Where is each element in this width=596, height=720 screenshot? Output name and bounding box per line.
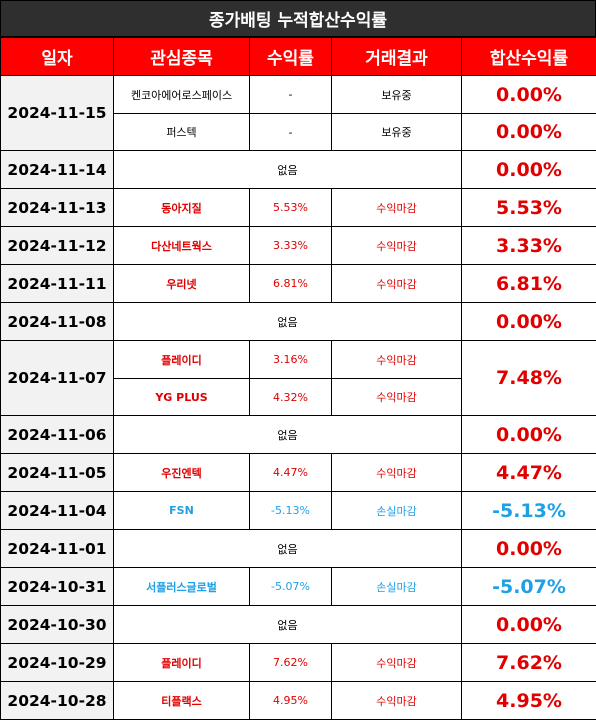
table-row: 2024-11-08 없음 0.00%	[1, 303, 596, 341]
date-cell: 2024-11-07	[1, 341, 114, 416]
date-cell: 2024-11-11	[1, 265, 114, 303]
total-cell: 5.53%	[462, 189, 596, 227]
total-cell: 0.00%	[462, 416, 596, 454]
result-cell: 수익마감	[332, 682, 462, 720]
result-cell: 수익마감	[332, 454, 462, 492]
stock-cell: 퍼스텍	[114, 114, 250, 151]
date-cell: 2024-10-30	[1, 606, 114, 644]
stock-cell: 동아지질	[114, 189, 250, 227]
stock-cell: 플레이디	[114, 341, 250, 379]
table-row: 2024-11-01 없음 0.00%	[1, 530, 596, 568]
date-cell: 2024-11-06	[1, 416, 114, 454]
table-row: 2024-11-14 없음 0.00%	[1, 151, 596, 189]
table-row: 2024-11-15 켄코아에어로스페이스 - 보유중 0.00%	[1, 76, 596, 114]
result-cell: 손실마감	[332, 568, 462, 606]
date-cell: 2024-11-08	[1, 303, 114, 341]
stock-cell: 우리넷	[114, 265, 250, 303]
total-cell: 0.00%	[462, 114, 596, 151]
result-cell: 수익마감	[332, 265, 462, 303]
table-row: 2024-11-06 없음 0.00%	[1, 416, 596, 454]
table-row: 2024-10-28 티플랙스 4.95% 수익마감 4.95%	[1, 682, 596, 720]
stock-cell: 우진엔텍	[114, 454, 250, 492]
rate-cell: 6.81%	[250, 265, 332, 303]
table-row: 2024-11-12 다산네트웍스 3.33% 수익마감 3.33%	[1, 227, 596, 265]
date-cell: 2024-10-28	[1, 682, 114, 720]
header-result: 거래결과	[332, 38, 462, 76]
total-cell: 3.33%	[462, 227, 596, 265]
stock-cell: 서플러스글로벌	[114, 568, 250, 606]
table-row: 2024-11-13 동아지질 5.53% 수익마감 5.53%	[1, 189, 596, 227]
table-row: 2024-11-04 FSN -5.13% 손실마감 -5.13%	[1, 492, 596, 530]
table-row: 2024-10-31 서플러스글로벌 -5.07% 손실마감 -5.07%	[1, 568, 596, 606]
rate-cell: -	[250, 114, 332, 151]
date-cell: 2024-11-12	[1, 227, 114, 265]
rate-cell: 3.16%	[250, 341, 332, 379]
rate-cell: -	[250, 76, 332, 114]
date-cell: 2024-10-31	[1, 568, 114, 606]
rate-cell: 4.95%	[250, 682, 332, 720]
total-cell: 4.47%	[462, 454, 596, 492]
result-cell: 손실마감	[332, 492, 462, 530]
result-cell: 수익마감	[332, 379, 462, 416]
total-cell: 7.48%	[462, 341, 596, 416]
stock-cell: FSN	[114, 492, 250, 530]
none-cell: 없음	[114, 416, 462, 454]
date-cell: 2024-11-13	[1, 189, 114, 227]
total-cell: -5.13%	[462, 492, 596, 530]
table-row: 2024-10-30 없음 0.00%	[1, 606, 596, 644]
header-date: 일자	[1, 38, 114, 76]
none-cell: 없음	[114, 151, 462, 189]
result-cell: 수익마감	[332, 227, 462, 265]
stock-cell: 티플랙스	[114, 682, 250, 720]
date-cell: 2024-11-01	[1, 530, 114, 568]
none-cell: 없음	[114, 303, 462, 341]
table-row: 2024-11-11 우리넷 6.81% 수익마감 6.81%	[1, 265, 596, 303]
result-cell: 보유중	[332, 114, 462, 151]
total-cell: 0.00%	[462, 76, 596, 114]
rate-cell: -5.07%	[250, 568, 332, 606]
total-cell: 0.00%	[462, 303, 596, 341]
date-cell: 2024-11-05	[1, 454, 114, 492]
date-cell: 2024-10-29	[1, 644, 114, 682]
total-cell: 0.00%	[462, 530, 596, 568]
total-cell: 6.81%	[462, 265, 596, 303]
result-cell: 수익마감	[332, 644, 462, 682]
none-cell: 없음	[114, 606, 462, 644]
total-cell: -5.07%	[462, 568, 596, 606]
header-total: 합산수익률	[462, 38, 596, 76]
result-cell: 보유중	[332, 76, 462, 114]
rate-cell: 7.62%	[250, 644, 332, 682]
date-cell: 2024-11-04	[1, 492, 114, 530]
rate-cell: -5.13%	[250, 492, 332, 530]
total-cell: 0.00%	[462, 151, 596, 189]
table-row: 2024-11-07 플레이디 3.16% 수익마감 7.48%	[1, 341, 596, 379]
date-cell: 2024-11-15	[1, 76, 114, 151]
stock-cell: 플레이디	[114, 644, 250, 682]
date-cell: 2024-11-14	[1, 151, 114, 189]
stock-cell: YG PLUS	[114, 379, 250, 416]
header-rate: 수익률	[250, 38, 332, 76]
rate-cell: 3.33%	[250, 227, 332, 265]
stock-cell: 다산네트웍스	[114, 227, 250, 265]
result-cell: 수익마감	[332, 341, 462, 379]
table-row: 2024-11-05 우진엔텍 4.47% 수익마감 4.47%	[1, 454, 596, 492]
result-cell: 수익마감	[332, 189, 462, 227]
rate-cell: 5.53%	[250, 189, 332, 227]
total-cell: 4.95%	[462, 682, 596, 720]
total-cell: 7.62%	[462, 644, 596, 682]
none-cell: 없음	[114, 530, 462, 568]
stock-cell: 켄코아에어로스페이스	[114, 76, 250, 114]
table-title: 종가배팅 누적합산수익률	[0, 0, 596, 37]
returns-table: 일자 관심종목 수익률 거래결과 합산수익률 2024-11-15 켄코아에어로…	[0, 37, 596, 720]
rate-cell: 4.32%	[250, 379, 332, 416]
table-row: 2024-10-29 플레이디 7.62% 수익마감 7.62%	[1, 644, 596, 682]
total-cell: 0.00%	[462, 606, 596, 644]
header-row: 일자 관심종목 수익률 거래결과 합산수익률	[1, 38, 596, 76]
header-stock: 관심종목	[114, 38, 250, 76]
rate-cell: 4.47%	[250, 454, 332, 492]
